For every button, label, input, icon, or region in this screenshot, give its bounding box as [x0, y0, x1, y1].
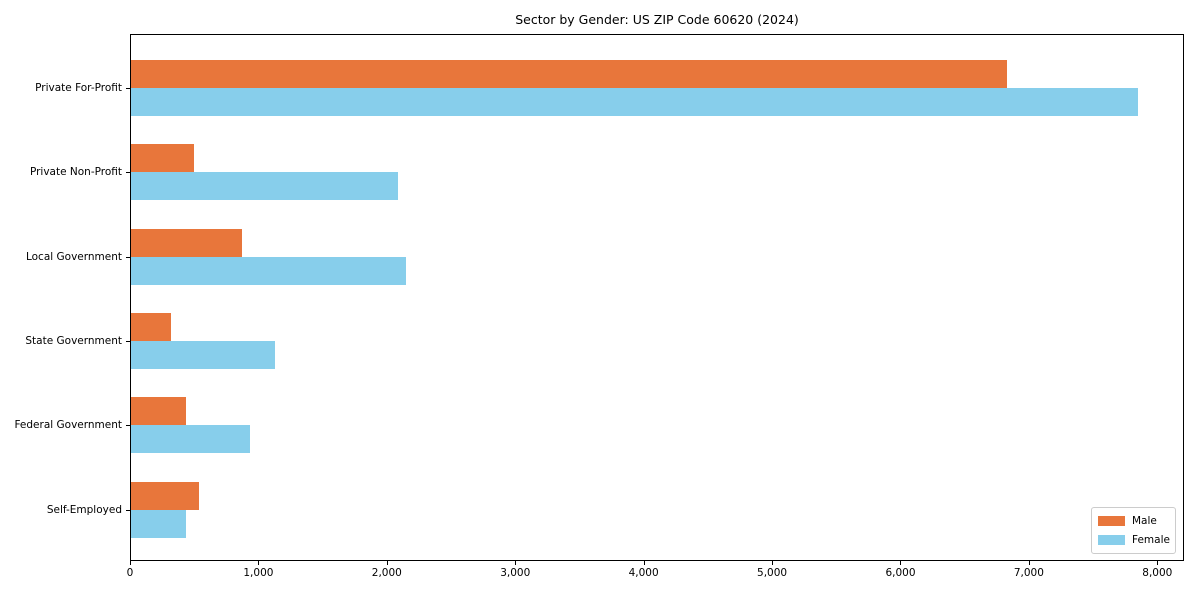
- legend-swatch-female: [1098, 535, 1125, 545]
- bar-female-private-non-profit: [131, 172, 399, 201]
- legend-entry-female: Female: [1098, 532, 1170, 548]
- x-tick-label: 2,000: [371, 567, 402, 579]
- legend-entry-male: Male: [1098, 513, 1168, 529]
- y-tick-mark: [126, 88, 130, 89]
- x-tick-label: 6,000: [885, 567, 916, 579]
- x-tick-label: 5,000: [757, 567, 788, 579]
- bar-female-state-government: [131, 340, 275, 369]
- y-tick-mark: [126, 509, 130, 511]
- x-tick-mark: [772, 561, 774, 565]
- x-tick-mark: [130, 561, 131, 565]
- y-tick-mark: [126, 172, 130, 174]
- x-tick-label: 3,000: [500, 567, 531, 579]
- x-tick-mark: [515, 561, 517, 565]
- bar-male-private-for-profit: [131, 60, 1007, 88]
- x-tick-mark: [900, 561, 902, 565]
- x-tick-mark: [258, 561, 260, 565]
- y-tick-label-state-government: State Government: [25, 334, 122, 347]
- y-tick-label-private-for-profit: Private For-Profit: [35, 82, 122, 94]
- y-tick-mark: [126, 256, 130, 258]
- bar-female-local-government: [131, 256, 406, 285]
- legend-swatch-male: [1098, 516, 1125, 526]
- y-tick-label-self-employed: Self-Employed: [46, 503, 122, 516]
- bar-female-private-for-profit: [131, 88, 1138, 116]
- bar-male-self-employed: [131, 481, 200, 510]
- y-tick-label-federal-government: Federal Government: [14, 419, 122, 432]
- bar-female-federal-government: [131, 425, 250, 454]
- x-tick-mark: [1028, 561, 1030, 565]
- y-tick-label-local-government: Local Government: [25, 250, 122, 263]
- x-tick-label: 7,000: [1013, 567, 1044, 579]
- chart-title: Sector by Gender: US ZIP Code 60620 (202…: [515, 12, 799, 27]
- y-tick-mark: [126, 425, 130, 427]
- bar-male-private-non-profit: [131, 144, 194, 173]
- legend-label-female: Female: [1132, 534, 1170, 546]
- x-tick-mark: [1157, 561, 1159, 565]
- bar-female-self-employed: [131, 509, 187, 538]
- x-tick-label: 0: [126, 567, 134, 579]
- legend: Male Female: [1091, 507, 1176, 554]
- y-tick-label-private-non-profit: Private Non-Profit: [29, 166, 122, 179]
- bar-male-state-government: [131, 312, 172, 341]
- x-tick-label: 4,000: [628, 567, 659, 579]
- legend-label-male: Male: [1132, 515, 1157, 527]
- bar-male-federal-government: [131, 397, 186, 426]
- x-tick-label: 1,000: [243, 567, 274, 579]
- plot-area: [130, 34, 1184, 561]
- y-tick-mark: [126, 340, 130, 342]
- bar-male-local-government: [131, 228, 243, 257]
- x-tick-mark: [386, 561, 388, 565]
- x-tick-label: 8,000: [1142, 567, 1173, 579]
- x-tick-mark: [643, 561, 645, 565]
